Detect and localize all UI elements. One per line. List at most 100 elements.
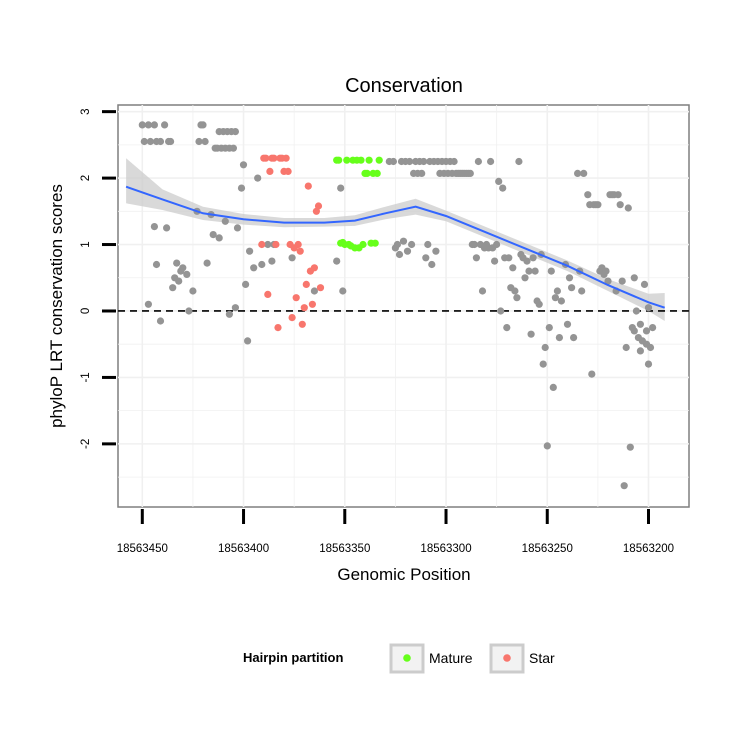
point-other — [403, 247, 412, 255]
point-other — [233, 224, 242, 232]
point-other — [539, 360, 547, 368]
point-other — [578, 287, 586, 295]
point-other — [424, 240, 432, 249]
point-other — [523, 257, 531, 265]
point-star — [316, 284, 325, 292]
point-other — [553, 287, 562, 295]
point-mature — [373, 169, 381, 177]
point-mature — [343, 156, 351, 164]
point-other — [541, 343, 549, 352]
point-other — [150, 223, 158, 231]
point-other — [408, 240, 416, 249]
point-other — [531, 267, 539, 275]
point-other — [535, 300, 543, 308]
y-axis: -2 -1 0 1 2 3 — [80, 108, 116, 449]
point-other — [179, 264, 187, 272]
point-star — [294, 240, 302, 249]
point-other — [175, 277, 183, 285]
point-other — [547, 267, 555, 275]
point-other — [254, 174, 262, 182]
point-other — [209, 231, 217, 239]
point-other — [138, 121, 146, 129]
point-other — [221, 217, 229, 225]
point-star — [314, 202, 323, 210]
point-other — [418, 169, 426, 177]
point-other — [624, 204, 632, 212]
point-other — [620, 482, 628, 490]
point-other — [555, 334, 564, 342]
point-other — [630, 274, 638, 282]
smooth-line — [125, 185, 666, 309]
point-star — [296, 247, 304, 255]
point-star — [308, 300, 316, 308]
y-tick-label: 3 — [80, 108, 92, 114]
point-other — [150, 121, 158, 129]
point-other — [588, 370, 596, 378]
point-other — [432, 247, 440, 255]
point-mature — [375, 156, 383, 164]
point-other — [258, 260, 266, 269]
point-other — [246, 247, 254, 255]
point-other — [602, 267, 610, 275]
point-other — [474, 157, 482, 166]
point-other — [604, 277, 612, 285]
point-other — [152, 260, 161, 269]
point-star — [288, 314, 296, 322]
point-star — [270, 154, 278, 162]
point-other — [450, 157, 458, 166]
y-tick-label: 0 — [80, 308, 92, 314]
x-axis-title: Genomic Position — [337, 565, 470, 584]
point-other — [570, 334, 578, 342]
point-other — [428, 260, 436, 269]
point-other — [563, 320, 572, 328]
point-other — [472, 254, 480, 262]
point-other — [644, 304, 653, 312]
point-other — [156, 317, 165, 325]
point-other — [161, 121, 169, 129]
point-star — [298, 320, 306, 328]
legend-swatch-star — [503, 654, 511, 662]
point-star — [302, 280, 310, 288]
x-tick-label: 18563450 — [117, 543, 168, 555]
point-star — [292, 294, 300, 302]
point-other — [310, 287, 318, 295]
x-tick-label: 18563350 — [319, 543, 370, 555]
point-other — [399, 237, 408, 245]
point-other — [163, 224, 171, 232]
point-other — [140, 137, 148, 146]
smooth-line-layer — [125, 185, 666, 309]
point-other — [395, 250, 404, 259]
point-star — [262, 154, 270, 162]
point-other — [169, 284, 177, 292]
y-tick-label: -1 — [80, 372, 92, 382]
x-tick-label: 18563400 — [218, 543, 269, 555]
point-other — [574, 169, 582, 177]
point-other — [393, 240, 401, 249]
legend-label-mature: Mature — [429, 650, 473, 666]
point-other — [144, 121, 152, 129]
point-other — [144, 300, 152, 308]
chart-title: Conservation — [345, 75, 463, 97]
point-other — [497, 307, 505, 315]
x-tick-label: 18563200 — [623, 543, 674, 555]
point-other — [499, 184, 507, 192]
point-star — [284, 167, 292, 175]
point-other — [618, 277, 626, 285]
point-other — [565, 274, 574, 282]
point-other — [521, 274, 529, 282]
point-star — [304, 182, 312, 190]
point-other — [225, 310, 233, 318]
point-other — [339, 287, 347, 295]
point-other — [189, 287, 197, 295]
point-other — [636, 320, 645, 328]
point-other — [616, 201, 624, 209]
point-other — [551, 294, 560, 302]
y-axis-title: phyloP LRT conservation scores — [47, 184, 66, 428]
point-other — [239, 161, 248, 169]
point-other — [584, 191, 592, 199]
x-tick-label: 18563300 — [420, 543, 471, 555]
point-other — [237, 184, 246, 192]
y-tick-label: -2 — [80, 439, 92, 449]
point-other — [495, 177, 503, 185]
